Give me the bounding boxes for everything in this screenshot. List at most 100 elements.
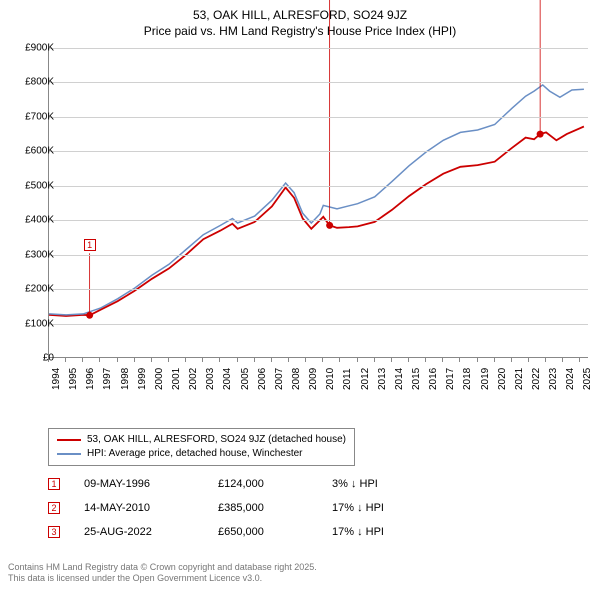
- x-axis-label: 1994: [51, 368, 62, 390]
- legend-item: HPI: Average price, detached house, Winc…: [57, 447, 346, 461]
- x-axis-label: 1995: [68, 368, 79, 390]
- x-tick: [579, 358, 580, 362]
- x-tick: [134, 358, 135, 362]
- chart-title: 53, OAK HILL, ALRESFORD, SO24 9JZ Price …: [0, 0, 600, 39]
- sales-row: 325-AUG-2022£650,00017% ↓ HPI: [48, 520, 432, 544]
- x-axis-label: 2002: [188, 368, 199, 390]
- y-axis-label: £800K: [25, 77, 54, 88]
- x-tick: [494, 358, 495, 362]
- x-axis-label: 2020: [497, 368, 508, 390]
- gridline-h: [49, 151, 588, 152]
- x-axis-label: 2014: [394, 368, 405, 390]
- sales-row-price: £124,000: [218, 478, 308, 490]
- x-tick: [442, 358, 443, 362]
- gridline-h: [49, 186, 588, 187]
- title-line-2: Price paid vs. HM Land Registry's House …: [0, 24, 600, 40]
- sales-row-date: 09-MAY-1996: [84, 478, 194, 490]
- sales-row-date: 25-AUG-2022: [84, 526, 194, 538]
- line-svg: [49, 48, 589, 358]
- x-tick: [357, 358, 358, 362]
- legend-swatch: [57, 453, 81, 455]
- x-tick: [545, 358, 546, 362]
- sales-row-marker: 3: [48, 526, 60, 538]
- gridline-h: [49, 220, 588, 221]
- x-axis-label: 1999: [137, 368, 148, 390]
- x-axis-label: 2005: [240, 368, 251, 390]
- x-tick: [168, 358, 169, 362]
- sales-table: 109-MAY-1996£124,0003% ↓ HPI214-MAY-2010…: [48, 472, 432, 544]
- y-axis-label: £400K: [25, 215, 54, 226]
- x-axis-label: 2019: [480, 368, 491, 390]
- x-tick: [202, 358, 203, 362]
- x-axis-label: 2007: [274, 368, 285, 390]
- x-tick: [562, 358, 563, 362]
- x-axis-label: 2008: [291, 368, 302, 390]
- x-axis-label: 1997: [102, 368, 113, 390]
- x-tick: [151, 358, 152, 362]
- chart-container: 53, OAK HILL, ALRESFORD, SO24 9JZ Price …: [0, 0, 600, 590]
- x-axis-label: 2024: [565, 368, 576, 390]
- sales-row: 109-MAY-1996£124,0003% ↓ HPI: [48, 472, 432, 496]
- x-tick: [528, 358, 529, 362]
- x-tick: [185, 358, 186, 362]
- x-tick: [339, 358, 340, 362]
- legend-label: 53, OAK HILL, ALRESFORD, SO24 9JZ (detac…: [87, 433, 346, 447]
- x-axis-label: 2009: [308, 368, 319, 390]
- x-axis-label: 1996: [85, 368, 96, 390]
- y-axis-label: £300K: [25, 249, 54, 260]
- x-axis-label: 2015: [411, 368, 422, 390]
- sales-row-date: 14-MAY-2010: [84, 502, 194, 514]
- sales-row-price: £650,000: [218, 526, 308, 538]
- plot-region: 123: [48, 48, 588, 358]
- x-tick: [425, 358, 426, 362]
- x-axis-label: 2011: [342, 368, 353, 390]
- x-tick: [117, 358, 118, 362]
- x-tick: [65, 358, 66, 362]
- x-axis-label: 2023: [548, 368, 559, 390]
- x-axis-label: 2012: [360, 368, 371, 390]
- legend-item: 53, OAK HILL, ALRESFORD, SO24 9JZ (detac…: [57, 433, 346, 447]
- sales-row-price: £385,000: [218, 502, 308, 514]
- gridline-h: [49, 48, 588, 49]
- chart-area: 123 199419951996199719981999200020012002…: [48, 48, 588, 388]
- x-tick: [305, 358, 306, 362]
- x-tick: [237, 358, 238, 362]
- x-axis-label: 2006: [257, 368, 268, 390]
- x-axis-label: 2025: [582, 368, 593, 390]
- gridline-h: [49, 117, 588, 118]
- x-axis-label: 2004: [222, 368, 233, 390]
- x-tick: [82, 358, 83, 362]
- gridline-h: [49, 324, 588, 325]
- sales-row: 214-MAY-2010£385,00017% ↓ HPI: [48, 496, 432, 520]
- x-axis-label: 2022: [531, 368, 542, 390]
- x-axis-label: 2018: [462, 368, 473, 390]
- x-tick: [408, 358, 409, 362]
- series-price_paid: [49, 127, 584, 317]
- y-axis-label: £900K: [25, 43, 54, 54]
- x-axis-label: 2017: [445, 368, 456, 390]
- legend: 53, OAK HILL, ALRESFORD, SO24 9JZ (detac…: [48, 428, 355, 466]
- x-tick: [511, 358, 512, 362]
- sales-row-diff: 3% ↓ HPI: [332, 478, 432, 490]
- sale-marker-box-1: 1: [84, 239, 96, 251]
- gridline-h: [49, 255, 588, 256]
- series-hpi: [49, 85, 584, 315]
- x-axis-label: 2003: [205, 368, 216, 390]
- footer-line-1: Contains HM Land Registry data © Crown c…: [8, 562, 317, 573]
- x-axis-label: 1998: [120, 368, 131, 390]
- title-line-1: 53, OAK HILL, ALRESFORD, SO24 9JZ: [0, 8, 600, 24]
- x-tick: [391, 358, 392, 362]
- y-axis-label: £500K: [25, 180, 54, 191]
- y-axis-label: £600K: [25, 146, 54, 157]
- x-tick: [288, 358, 289, 362]
- legend-swatch: [57, 439, 81, 441]
- gridline-h: [49, 82, 588, 83]
- gridline-h: [49, 289, 588, 290]
- legend-label: HPI: Average price, detached house, Winc…: [87, 447, 303, 461]
- footer-line-2: This data is licensed under the Open Gov…: [8, 573, 317, 584]
- sales-row-diff: 17% ↓ HPI: [332, 502, 432, 514]
- x-tick: [477, 358, 478, 362]
- x-tick: [322, 358, 323, 362]
- x-tick: [271, 358, 272, 362]
- x-axis-label: 2000: [154, 368, 165, 390]
